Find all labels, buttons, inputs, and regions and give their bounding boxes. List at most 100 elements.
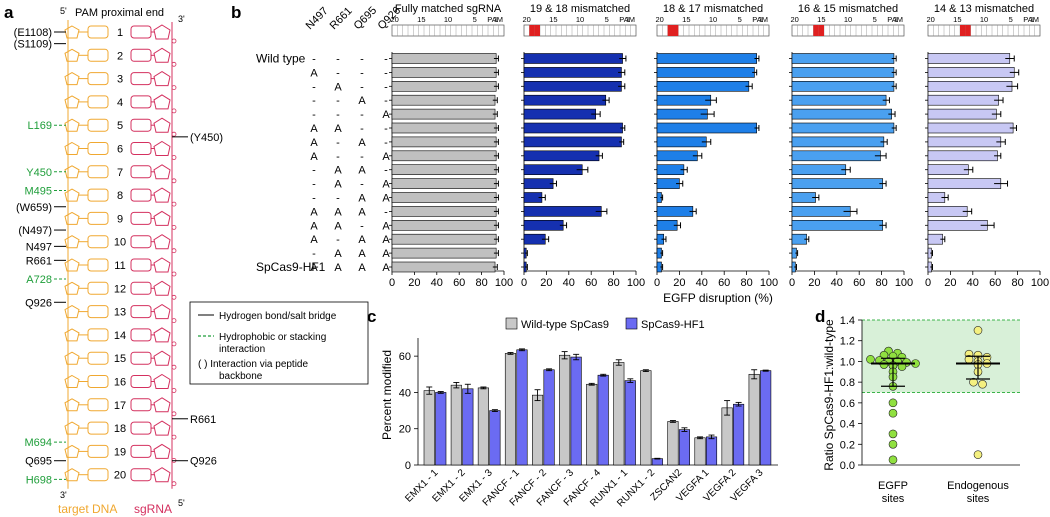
axis-tick-label: 20 xyxy=(408,277,420,289)
bar xyxy=(597,374,609,466)
residue-label-left: (W659) xyxy=(16,202,52,214)
mutation-cell: A xyxy=(310,262,318,274)
position-number: 4 xyxy=(117,97,123,109)
data-point xyxy=(879,360,889,369)
bar xyxy=(705,436,718,466)
data-point xyxy=(888,439,898,449)
c-y-tick: 40 xyxy=(399,387,411,399)
bar xyxy=(570,356,582,466)
bar xyxy=(391,178,497,189)
mutation-cell: - xyxy=(384,67,388,79)
legend-hydrophobic: Hydrophobic or stacking xyxy=(219,332,326,343)
mutation-cell: - xyxy=(384,206,388,218)
d-y-tick: 1.2 xyxy=(840,336,855,348)
bar xyxy=(791,53,895,64)
bar xyxy=(927,206,968,217)
position-number: 18 xyxy=(114,423,126,435)
bar xyxy=(523,206,602,217)
ruler-tick: 20 xyxy=(790,15,798,24)
bar xyxy=(523,67,622,78)
bar xyxy=(651,458,663,466)
bar xyxy=(624,380,636,466)
residue-label-left: Q695 xyxy=(25,456,52,468)
bar xyxy=(640,370,652,466)
ruler-tick: 20 xyxy=(926,15,934,24)
bar xyxy=(927,164,969,175)
ruler-tick: 10 xyxy=(980,15,988,24)
position-number: 6 xyxy=(117,144,123,156)
bar xyxy=(435,392,447,466)
bar xyxy=(791,150,881,162)
bar xyxy=(391,220,497,231)
base-pair-unit: 12 xyxy=(64,280,177,300)
mutation-cell: - xyxy=(312,81,316,93)
bar xyxy=(694,437,706,466)
base-pair-unit: 5 xyxy=(64,117,177,137)
bar xyxy=(391,67,497,78)
mutation-cell: - xyxy=(312,95,316,107)
mutation-cell: A xyxy=(334,220,342,232)
data-point xyxy=(973,450,983,459)
mutation-cell: - xyxy=(360,179,364,191)
mutation-cell: A xyxy=(310,123,318,135)
mutation-cell: A xyxy=(382,262,390,274)
bar xyxy=(733,403,745,466)
residue-label-right: Q926 xyxy=(190,456,217,468)
mutation-header: Q695 xyxy=(352,5,380,33)
bar xyxy=(523,108,596,120)
d-y-tick: 0.6 xyxy=(840,398,855,410)
bar xyxy=(791,108,892,120)
axis-tick-label: 40 xyxy=(563,277,575,289)
ruler-tick: 5 xyxy=(873,15,877,24)
pam-label: PAM xyxy=(752,15,768,24)
mutation-cell: A xyxy=(334,179,342,191)
base-pair-unit: 17 xyxy=(64,397,177,417)
mutation-cell: A xyxy=(310,206,318,218)
mutation-cell: - xyxy=(384,165,388,177)
position-number: 2 xyxy=(117,50,123,62)
bar xyxy=(543,369,555,466)
panel-c-ylabel: Percent modified xyxy=(380,350,394,440)
base-pair-unit: 4 xyxy=(64,94,177,114)
mutation-cell: - xyxy=(312,109,316,121)
bar xyxy=(791,122,895,134)
mutation-cell: - xyxy=(336,193,340,205)
mutation-cell: A xyxy=(310,67,318,79)
axis-tick-label: 60 xyxy=(453,277,465,289)
data-point xyxy=(888,398,898,408)
mutation-cell: A xyxy=(334,248,342,260)
bar xyxy=(391,206,497,217)
panel-b-label: b xyxy=(231,3,241,22)
mismatch-cell xyxy=(965,25,971,36)
axis-tick-label: 80 xyxy=(607,277,619,289)
mutation-cell: - xyxy=(384,137,388,149)
legend-wild-type: Wild-type SpCas9 xyxy=(521,319,609,331)
mutation-cell: - xyxy=(336,54,340,66)
base-pair-unit: 15 xyxy=(64,350,177,370)
axis-tick-label: 80 xyxy=(475,277,487,289)
d-cat-endo-2: sites xyxy=(967,493,990,505)
base-pair-unit: 18 xyxy=(64,420,177,440)
pam-label: PAM xyxy=(487,15,503,24)
bar xyxy=(391,81,497,92)
bar xyxy=(523,164,583,175)
bar xyxy=(391,164,497,175)
ruler-tick: 15 xyxy=(417,15,425,24)
base-pair-unit: 10 xyxy=(64,234,177,254)
ruler-tick: 10 xyxy=(576,15,584,24)
mismatch-cell xyxy=(673,25,679,36)
residue-label-left: Q926 xyxy=(25,297,52,309)
bar xyxy=(523,53,623,64)
ruler-tick: 20 xyxy=(655,15,663,24)
subchart-title: Fully matched sgRNA xyxy=(395,3,502,15)
residue-label-left: Y450 xyxy=(26,167,52,179)
mutation-cell: - xyxy=(360,123,364,135)
bar xyxy=(678,429,690,466)
bar xyxy=(927,81,1013,92)
axis-tick-label: 20 xyxy=(673,277,685,289)
mutation-cell: - xyxy=(360,67,364,79)
ruler-tick: 1 xyxy=(494,15,498,24)
bar xyxy=(391,192,497,203)
base-pair-unit: 16 xyxy=(64,373,177,393)
